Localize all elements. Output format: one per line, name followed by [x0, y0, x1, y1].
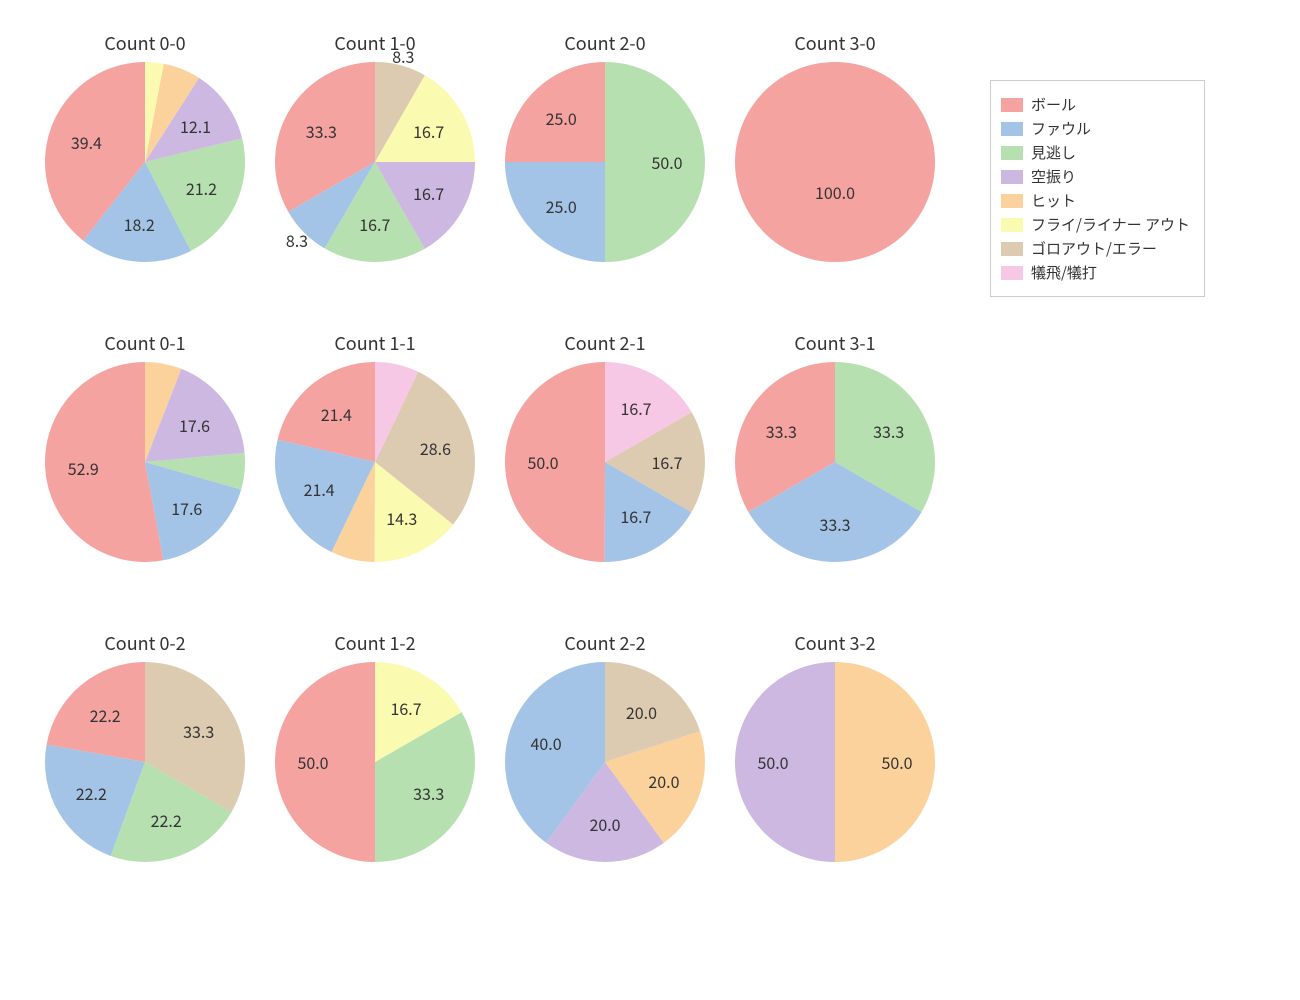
chart-cell: Count 3-0 100.0: [720, 30, 950, 310]
legend-label: 犠飛/犠打: [1031, 262, 1097, 283]
legend-label: フライ/ライナー アウト: [1031, 214, 1190, 235]
pie-chart: 33.38.316.716.716.78.3: [275, 62, 475, 262]
chart-title: Count 0-2: [30, 630, 260, 656]
chart-title: Count 3-0: [720, 30, 950, 56]
legend-swatch: [1001, 122, 1023, 136]
legend-item: 見逃し: [1001, 142, 1190, 163]
chart-cell: Count 1-2 50.033.316.7: [260, 630, 490, 910]
chart-cell: Count 2-2 40.020.020.020.0: [490, 630, 720, 910]
pie-slice: [275, 662, 375, 862]
legend-item: ヒット: [1001, 190, 1190, 211]
legend-swatch: [1001, 170, 1023, 184]
pie-slice: [835, 662, 935, 862]
pie-slice: [505, 362, 605, 562]
legend-label: ボール: [1031, 94, 1076, 115]
chart-cell: Count 3-1 33.333.333.3: [720, 330, 950, 610]
pie-slice: [735, 662, 835, 862]
pie-chart: 50.016.716.716.7: [505, 362, 705, 562]
legend-swatch: [1001, 266, 1023, 280]
chart-cell: Count 3-2 50.050.0: [720, 630, 950, 910]
chart-cell: Count 0-2 22.222.222.233.3: [30, 630, 260, 910]
legend-item: ゴロアウト/エラー: [1001, 238, 1190, 259]
pie-chart: 40.020.020.020.0: [505, 662, 705, 862]
chart-cell: Count 2-0 25.025.050.0: [490, 30, 720, 310]
pie-chart: 21.421.47.114.328.67.1: [275, 362, 475, 562]
chart-cell: Count 2-1 50.016.716.716.7: [490, 330, 720, 610]
chart-title: Count 2-0: [490, 30, 720, 56]
pie-chart: 39.418.221.212.16.13.0: [45, 62, 245, 262]
pie-chart: 100.0: [735, 62, 935, 262]
chart-title: Count 1-2: [260, 630, 490, 656]
legend-label: 見逃し: [1031, 142, 1076, 163]
pie-chart: 50.033.316.7: [275, 662, 475, 862]
pie-chart: 22.222.222.233.3: [45, 662, 245, 862]
legend-swatch: [1001, 242, 1023, 256]
chart-cell: Count 0-1 52.917.65.917.65.9: [30, 330, 260, 610]
legend-item: 空振り: [1001, 166, 1190, 187]
legend-item: ファウル: [1001, 118, 1190, 139]
legend-swatch: [1001, 98, 1023, 112]
legend-swatch: [1001, 218, 1023, 232]
legend-label: ヒット: [1031, 190, 1076, 211]
legend-swatch: [1001, 194, 1023, 208]
legend-label: 空振り: [1031, 166, 1076, 187]
chart-cell: Count 1-0 33.38.316.716.716.78.3: [260, 30, 490, 310]
legend-item: 犠飛/犠打: [1001, 262, 1190, 283]
chart-cell: Count 1-1 21.421.47.114.328.67.1: [260, 330, 490, 610]
chart-title: Count 3-1: [720, 330, 950, 356]
chart-title: Count 1-1: [260, 330, 490, 356]
chart-title: Count 2-2: [490, 630, 720, 656]
legend-item: ボール: [1001, 94, 1190, 115]
legend-item: フライ/ライナー アウト: [1001, 214, 1190, 235]
pie-slice: [505, 162, 605, 262]
pie-chart: 33.333.333.3: [735, 362, 935, 562]
chart-title: Count 2-1: [490, 330, 720, 356]
legend-label: ゴロアウト/エラー: [1031, 238, 1157, 259]
chart-title: Count 1-0: [260, 30, 490, 56]
chart-title: Count 0-1: [30, 330, 260, 356]
chart-cell: Count 0-0 39.418.221.212.16.13.0: [30, 30, 260, 310]
chart-title: Count 0-0: [30, 30, 260, 56]
chart-title: Count 3-2: [720, 630, 950, 656]
legend-label: ファウル: [1031, 118, 1091, 139]
pie-slice: [47, 662, 145, 762]
pie-chart: 50.050.0: [735, 662, 935, 862]
pie-slice: [505, 62, 605, 162]
legend-swatch: [1001, 146, 1023, 160]
pie-slice: [605, 62, 705, 262]
pie-chart: 52.917.65.917.65.9: [45, 362, 245, 562]
pie-chart: 25.025.050.0: [505, 62, 705, 262]
legend: ボールファウル見逃し空振りヒットフライ/ライナー アウトゴロアウト/エラー犠飛/…: [990, 80, 1205, 297]
